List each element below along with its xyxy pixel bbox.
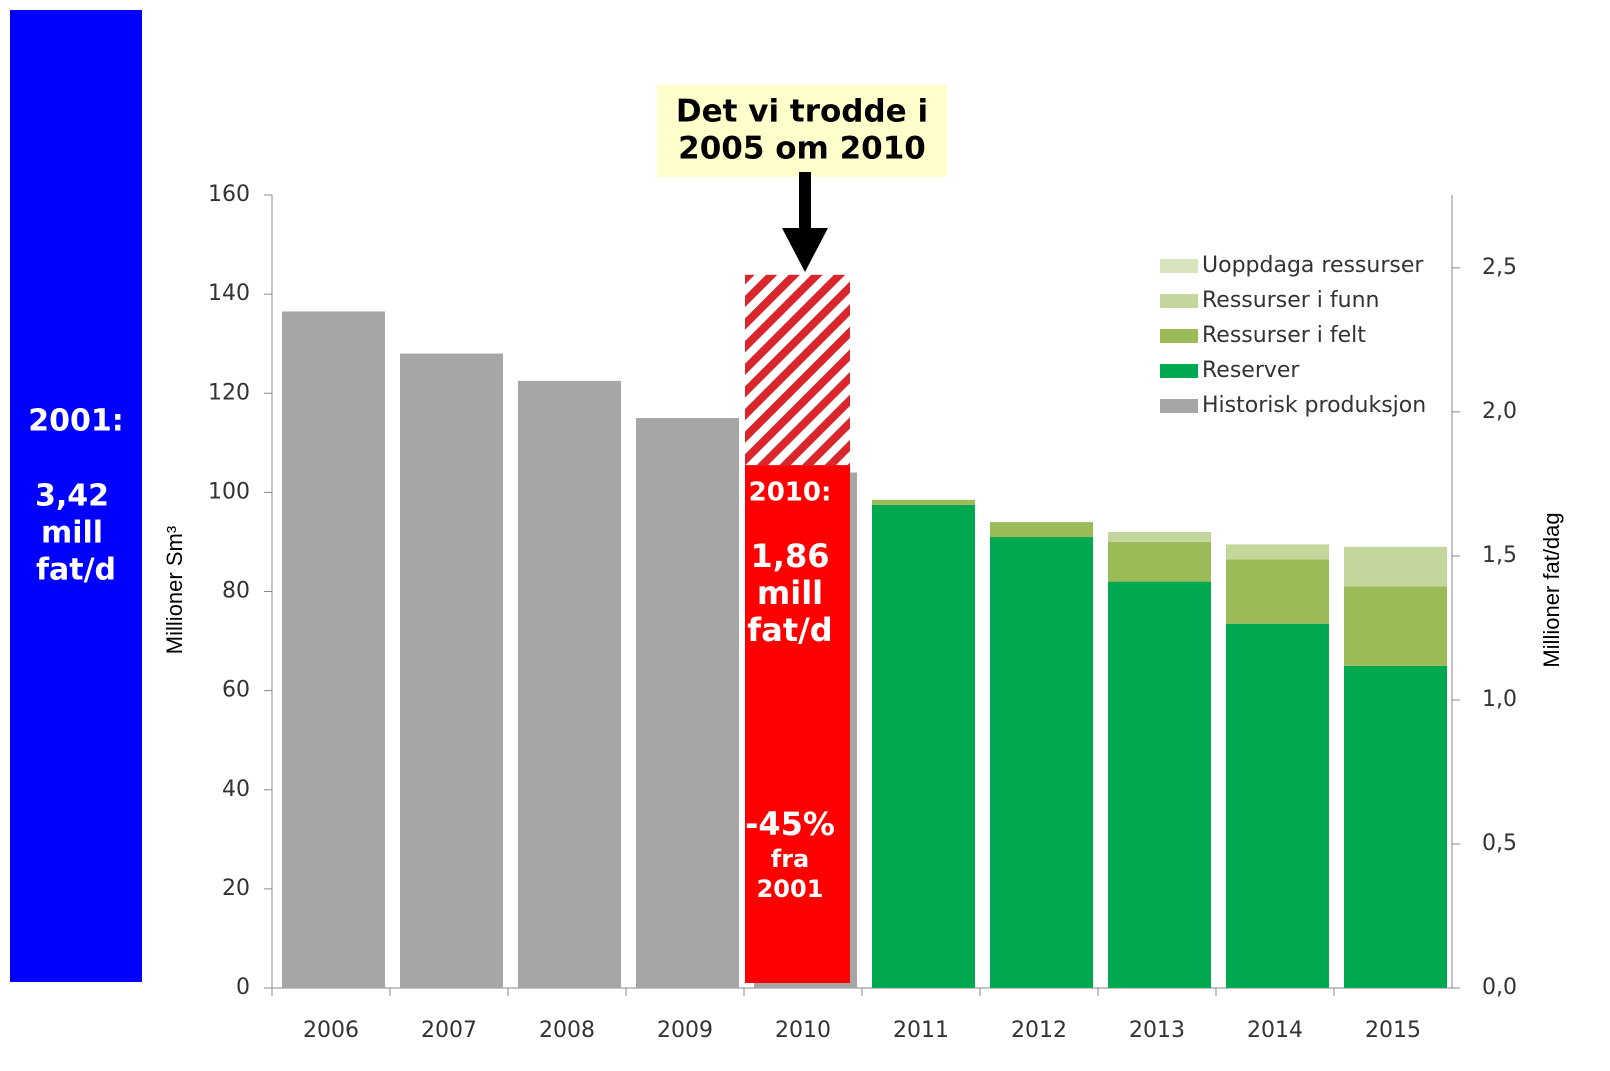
y-tick-label: 20 — [222, 876, 250, 901]
bar-segment — [282, 311, 385, 988]
callout-box — [657, 85, 947, 177]
bar-segment — [1344, 665, 1447, 988]
y2-tick-label: 0,0 — [1482, 975, 1517, 1000]
red-box-text: fat/d — [747, 611, 832, 649]
y-axis-title: Millioner Sm³ — [162, 526, 187, 654]
bar-segment — [872, 504, 975, 988]
y2-tick-label: 1,5 — [1482, 543, 1517, 568]
x-tick-label: 2008 — [539, 1018, 595, 1043]
x-tick-label: 2013 — [1129, 1018, 1185, 1043]
bar-segment — [636, 418, 739, 988]
bar-segment — [1344, 546, 1447, 587]
y-tick-label: 0 — [236, 975, 250, 1000]
legend-swatch — [1160, 399, 1198, 413]
x-tick-label: 2007 — [421, 1018, 477, 1043]
legend-label: Ressurser i felt — [1202, 323, 1366, 348]
bar-segment — [990, 536, 1093, 988]
legend-swatch — [1160, 364, 1198, 378]
legend-swatch — [1160, 294, 1198, 308]
left-box-text: mill — [41, 516, 103, 551]
x-tick-label: 2012 — [1011, 1018, 1067, 1043]
left-box-text: 3,42 — [35, 479, 109, 514]
red-box-text: 1,86 — [751, 537, 830, 575]
y-tick-label: 100 — [208, 479, 250, 504]
bar-segment — [1226, 544, 1329, 560]
forecast-box — [745, 465, 850, 984]
x-tick-label: 2011 — [893, 1018, 949, 1043]
x-tick-label: 2015 — [1365, 1018, 1421, 1043]
y-tick-label: 140 — [208, 281, 250, 306]
bar-segment — [1226, 559, 1329, 624]
forecast-hatch — [745, 274, 850, 466]
legend-label: Ressurser i funn — [1202, 288, 1379, 313]
y2-tick-label: 2,5 — [1482, 255, 1517, 280]
y2-tick-label: 0,5 — [1482, 831, 1517, 856]
callout-text: Det vi trodde i — [676, 94, 928, 130]
legend-label: Historisk produksjon — [1202, 393, 1426, 418]
x-tick-label: 2010 — [775, 1018, 831, 1043]
red-box-text: mill — [757, 574, 823, 612]
bar-segment — [518, 380, 621, 988]
bar-segment — [990, 522, 1093, 537]
y-tick-label: 60 — [222, 678, 250, 703]
red-box-text: 2010: — [749, 478, 832, 508]
x-tick-label: 2014 — [1247, 1018, 1303, 1043]
y-tick-label: 120 — [208, 380, 250, 405]
left-box-text: 2001: — [28, 404, 124, 439]
left-box — [10, 10, 142, 982]
y2-tick-label: 1,0 — [1482, 687, 1517, 712]
bar-segment — [872, 499, 975, 505]
x-tick-label: 2009 — [657, 1018, 713, 1043]
left-box-text: fat/d — [36, 553, 116, 588]
y2-axis-title: Millioner fat/dag — [1539, 512, 1564, 667]
bar-segment — [1108, 541, 1211, 582]
y-tick-label: 160 — [208, 182, 250, 207]
legend-label: Reserver — [1202, 358, 1300, 383]
callout-text: 2005 om 2010 — [678, 131, 926, 167]
y-tick-label: 40 — [222, 777, 250, 802]
arrow-head — [782, 228, 828, 272]
legend-swatch — [1160, 259, 1198, 273]
bar-segment — [1108, 532, 1211, 542]
y2-tick-label: 2,0 — [1482, 399, 1517, 424]
x-tick-label: 2006 — [303, 1018, 359, 1043]
red-box-text: 2001 — [757, 875, 824, 903]
bar-segment — [400, 353, 503, 989]
legend-swatch — [1160, 329, 1198, 343]
bar-segment — [1344, 586, 1447, 666]
y-tick-label: 80 — [222, 579, 250, 604]
red-box-text: -45% — [745, 805, 835, 843]
bar-segment — [1108, 581, 1211, 988]
legend-label: Uoppdaga ressurser — [1202, 253, 1424, 278]
red-box-text: fra — [771, 845, 809, 873]
bar-segment — [1226, 623, 1329, 988]
